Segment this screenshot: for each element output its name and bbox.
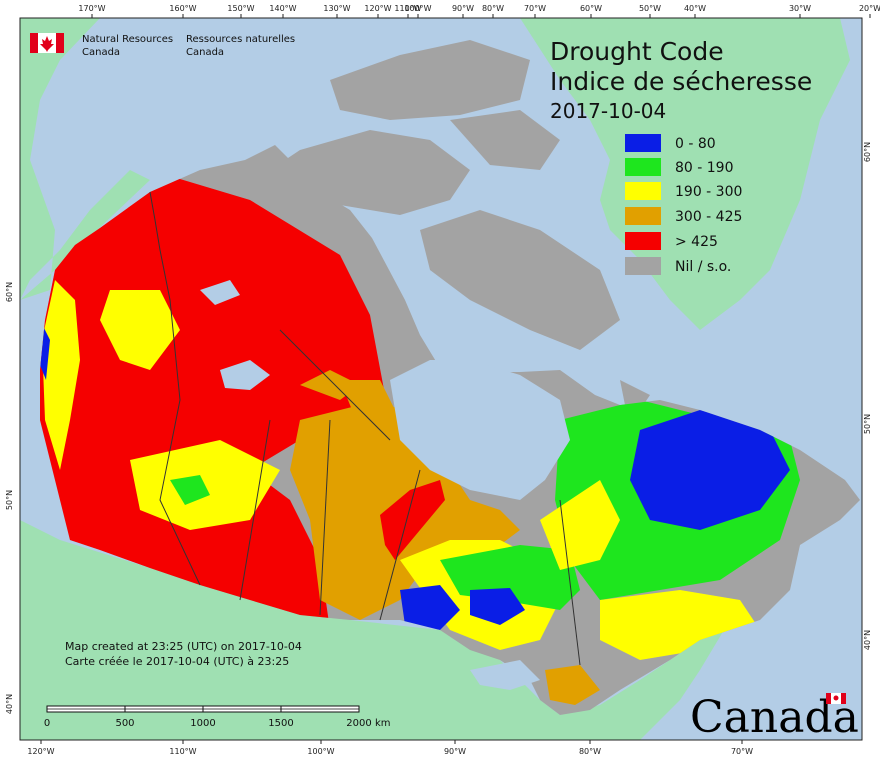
legend-label: > 425 xyxy=(675,234,718,250)
zone-bc-coast-yellow xyxy=(42,280,80,470)
flag-right-bar xyxy=(56,33,64,53)
zone-ontario-south xyxy=(545,665,600,705)
bottom-tick-label: 80°W xyxy=(579,747,601,756)
legend: 0 - 80 80 - 190 190 - 300 300 - 425 > 425 Nil… xyxy=(625,134,742,275)
scale-label: 1500 xyxy=(268,718,293,729)
org-name-en-line2: Canada xyxy=(82,47,120,58)
top-tick-label: 50°W xyxy=(639,4,661,13)
scale-label: 1000 xyxy=(190,718,215,729)
bottom-tick-label: 100°W xyxy=(307,747,334,756)
wordmark-flag-left xyxy=(826,693,831,704)
inland-water xyxy=(200,280,570,690)
scale-unit: km xyxy=(375,718,391,729)
top-tick-label: 20°W xyxy=(859,4,880,13)
org-name-fr-line2: Canada xyxy=(186,47,224,58)
org-name-fr-line1: Ressources naturelles xyxy=(186,34,295,45)
zone-ontario-blue-lake xyxy=(400,585,460,630)
legend-swatch xyxy=(625,182,661,200)
left-tick-label: 40°N xyxy=(5,694,14,714)
map-title-en: Drought Code xyxy=(550,37,724,66)
usa-landmass xyxy=(20,520,730,740)
top-tick-label: 90°W xyxy=(452,4,474,13)
legend-label: 0 - 80 xyxy=(675,136,716,152)
top-tick-label: 120°W xyxy=(364,4,391,13)
legend-label: 300 - 425 xyxy=(675,209,742,225)
zone-nunavut-coast xyxy=(300,370,360,400)
top-tick-label: 60°W xyxy=(580,4,602,13)
left-tick-label: 60°N xyxy=(5,282,14,302)
legend-swatch xyxy=(625,158,661,176)
provincial-borders xyxy=(149,191,581,666)
canada-wordmark: Canada xyxy=(690,692,859,743)
zone-extreme-west xyxy=(40,170,385,630)
legend-swatch xyxy=(625,134,661,152)
scale-label: 0 xyxy=(44,718,50,729)
right-tick-label: 60°N xyxy=(863,142,872,162)
bottom-tick-label: 110°W xyxy=(169,747,196,756)
top-tick-label: 80°W xyxy=(482,4,504,13)
right-latitude-ticks: 60°N 50°N 40°N xyxy=(863,142,872,650)
legend-label: Nil / s.o. xyxy=(675,259,731,275)
flag-left-bar xyxy=(30,33,38,53)
nrcan-signature: Natural Resources Canada Ressources natu… xyxy=(30,33,295,58)
legend-swatch xyxy=(625,257,661,275)
right-tick-label: 50°N xyxy=(863,414,872,434)
top-tick-label: 140°W xyxy=(269,4,296,13)
top-tick-label: 70°W xyxy=(524,4,546,13)
top-tick-label: 100°W xyxy=(404,4,431,13)
zone-bc-interior-yellow xyxy=(100,290,180,370)
scale-label: 500 xyxy=(115,718,134,729)
zone-ontario-blue-east xyxy=(470,588,525,625)
right-tick-label: 40°N xyxy=(863,630,872,650)
top-longitude-ticks: 170°W 160°W 150°W 140°W 130°W 120°W 110°W100°W… xyxy=(78,4,880,18)
top-tick-label: 110°W xyxy=(394,4,421,13)
legend-label: 190 - 300 xyxy=(675,184,742,200)
top-tick-label: 160°W xyxy=(169,4,196,13)
legend-swatch xyxy=(625,207,661,225)
zone-quebec-blue xyxy=(630,410,790,530)
bottom-tick-label: 70°W xyxy=(731,747,753,756)
top-tick-label: 30°W xyxy=(789,4,811,13)
bottom-tick-label: 90°W xyxy=(444,747,466,756)
greenland-landmass xyxy=(520,18,850,330)
scale-label: 2000 xyxy=(346,718,371,729)
bottom-tick-label: 120°W xyxy=(27,747,54,756)
top-tick-label: 170°W xyxy=(78,4,105,13)
map-title-fr: Indice de sécheresse xyxy=(550,67,812,96)
legend-swatch xyxy=(625,232,661,250)
map-frame xyxy=(19,17,863,741)
wordmark-maple-leaf-icon xyxy=(833,695,839,701)
zone-moderate-nunavut xyxy=(340,380,400,430)
credit-line-fr: Carte créée le 2017-10-04 (UTC) à 23:25 xyxy=(65,655,289,668)
zone-quebec-yellow xyxy=(540,480,620,570)
top-tick-label: 130°W xyxy=(323,4,350,13)
left-latitude-ticks: 60°N 50°N 40°N xyxy=(5,282,14,714)
zone-high-band xyxy=(380,480,445,560)
left-tick-label: 50°N xyxy=(5,490,14,510)
alaska-landmass xyxy=(20,18,150,300)
map-date: 2017-10-04 xyxy=(550,99,666,123)
credit-line-en: Map created at 23:25 (UTC) on 2017-10-04 xyxy=(65,640,302,653)
scale-bar: 0 500 1000 1500 2000 km xyxy=(44,705,391,729)
legend-label: 80 - 190 xyxy=(675,160,734,176)
org-name-en-line1: Natural Resources xyxy=(82,34,173,45)
wordmark-flag-right xyxy=(841,693,846,704)
zone-alberta-green xyxy=(170,475,210,505)
maple-leaf-icon xyxy=(40,36,54,52)
bottom-longitude-ticks: 120°W 110°W 100°W 90°W 80°W 70°W xyxy=(27,740,753,756)
top-tick-label: 40°W xyxy=(684,4,706,13)
top-tick-label: 150°W xyxy=(227,4,254,13)
